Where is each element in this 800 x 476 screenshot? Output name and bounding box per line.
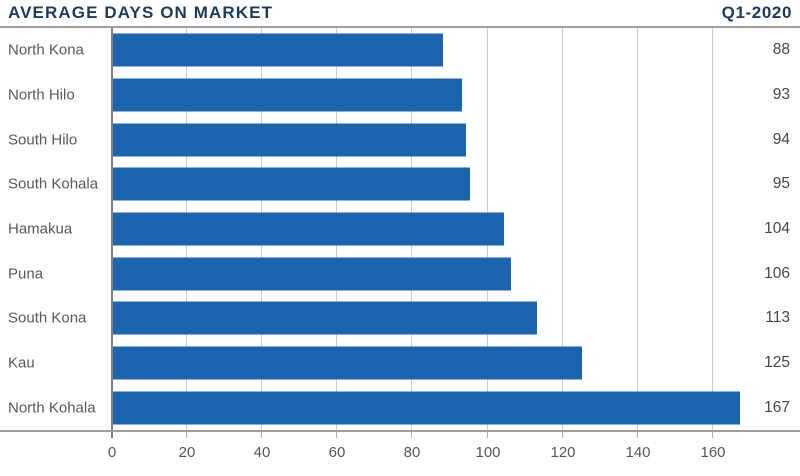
tick-label: 0 bbox=[107, 444, 117, 461]
tick-label: 20 bbox=[178, 444, 196, 461]
category-label: Kau bbox=[8, 354, 35, 372]
category-label: North Kohala bbox=[8, 399, 96, 417]
x-axis: 0 20 40 60 80 100 120 140 160 bbox=[0, 430, 800, 476]
category-label: North Hilo bbox=[8, 86, 75, 104]
tick-mark bbox=[487, 432, 488, 438]
bar bbox=[113, 78, 462, 112]
period-label: Q1-2020 bbox=[721, 3, 792, 22]
tick-mark bbox=[186, 432, 187, 438]
category-label: North Kona bbox=[8, 41, 84, 59]
tick-label: 80 bbox=[403, 444, 421, 461]
bar-row: Kau 125 bbox=[0, 341, 800, 386]
tick-mark bbox=[562, 432, 563, 438]
value-label: 94 bbox=[772, 130, 790, 148]
bar-row: South Hilo 94 bbox=[0, 117, 800, 162]
bar bbox=[113, 301, 537, 335]
bar-row: South Kona 113 bbox=[0, 296, 800, 341]
value-label: 113 bbox=[765, 309, 790, 327]
tick-mark bbox=[336, 432, 337, 438]
bar bbox=[113, 33, 443, 67]
tick-mark bbox=[712, 432, 713, 438]
bar-row: North Kohala 167 bbox=[0, 385, 800, 430]
value-label: 125 bbox=[764, 354, 790, 372]
plot-area: North Kona 88 North Hilo 93 South Hilo 94 Sout… bbox=[0, 26, 800, 430]
tick-mark bbox=[411, 432, 412, 438]
bar-row: North Kona 88 bbox=[0, 28, 800, 73]
tick-label: 100 bbox=[475, 444, 501, 461]
category-label: South Hilo bbox=[8, 131, 78, 149]
tick-mark bbox=[111, 432, 113, 438]
bar bbox=[113, 123, 466, 157]
value-label: 88 bbox=[772, 41, 790, 59]
bar-row: Puna 106 bbox=[0, 251, 800, 296]
bar bbox=[113, 346, 582, 380]
value-label: 95 bbox=[772, 175, 790, 193]
gridline bbox=[562, 28, 563, 430]
tick-label: 120 bbox=[550, 444, 576, 461]
tick-label: 140 bbox=[625, 444, 651, 461]
value-label: 106 bbox=[764, 264, 790, 282]
value-label: 104 bbox=[764, 220, 790, 238]
bar bbox=[113, 167, 470, 201]
bar-rows: North Kona 88 North Hilo 93 South Hilo 94 Sout… bbox=[0, 28, 800, 430]
bar-row: North Hilo 93 bbox=[0, 73, 800, 118]
category-label: Puna bbox=[8, 265, 44, 283]
category-label: South Kohala bbox=[8, 175, 99, 193]
chart-header: AVERAGE DAYS ON MARKET Q1-2020 bbox=[0, 0, 800, 26]
bar bbox=[113, 391, 740, 425]
category-label: South Kona bbox=[8, 309, 87, 327]
tick-mark bbox=[261, 432, 262, 438]
chart-title: AVERAGE DAYS ON MARKET bbox=[8, 3, 274, 22]
value-label: 93 bbox=[772, 86, 790, 103]
bar bbox=[113, 212, 504, 246]
category-label: Hamakua bbox=[8, 220, 73, 238]
gridline bbox=[712, 28, 713, 430]
tick-mark bbox=[637, 432, 638, 438]
bar-row: South Kohala 95 bbox=[0, 162, 800, 207]
gridline bbox=[637, 28, 638, 430]
tick-label: 60 bbox=[328, 444, 346, 461]
tick-label: 160 bbox=[700, 444, 726, 461]
tick-label: 40 bbox=[253, 444, 271, 461]
bar-row: Hamakua 104 bbox=[0, 207, 800, 252]
bar bbox=[113, 257, 511, 291]
y-axis-line bbox=[111, 28, 113, 430]
value-label: 167 bbox=[764, 398, 790, 416]
